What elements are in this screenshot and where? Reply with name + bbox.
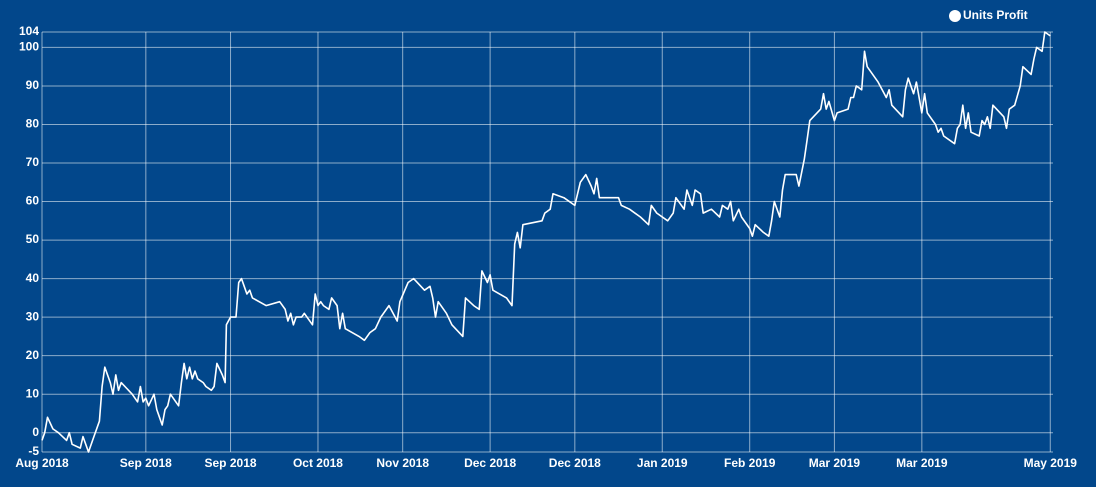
x-tick-label: Dec 2018 — [464, 456, 516, 470]
y-tick-label: 90 — [26, 78, 40, 92]
y-tick-label: -5 — [28, 444, 39, 458]
x-tick-label: May 2019 — [1024, 456, 1078, 470]
x-tick-label: Nov 2018 — [376, 456, 429, 470]
data-line — [41, 31, 1051, 453]
y-tick-label: 40 — [26, 271, 40, 285]
y-tick-label: 0 — [32, 425, 39, 439]
x-tick-label: Aug 2018 — [15, 456, 69, 470]
x-tick-label: Jan 2019 — [637, 456, 688, 470]
x-tick-label: Mar 2019 — [809, 456, 861, 470]
x-tick-label: Feb 2019 — [724, 456, 776, 470]
legend-label: Units Profit — [963, 8, 1028, 22]
x-tick-label: Dec 2018 — [549, 456, 601, 470]
y-tick-label: 80 — [26, 117, 40, 131]
x-tick-label: Sep 2018 — [205, 456, 257, 470]
y-tick-label: 30 — [26, 309, 40, 323]
x-tick-label: Oct 2018 — [293, 456, 343, 470]
y-tick-label: 10 — [26, 386, 40, 400]
y-tick-label: 100 — [19, 40, 39, 54]
y-tick-label: 60 — [26, 194, 40, 208]
y-tick-label: 104 — [19, 24, 39, 38]
x-tick-label: Sep 2018 — [120, 456, 172, 470]
y-tick-label: 70 — [26, 155, 40, 169]
legend-marker — [949, 10, 961, 22]
x-tick-label: Mar 2019 — [896, 456, 948, 470]
y-tick-label: 20 — [26, 348, 40, 362]
y-tick-label: 50 — [26, 232, 40, 246]
